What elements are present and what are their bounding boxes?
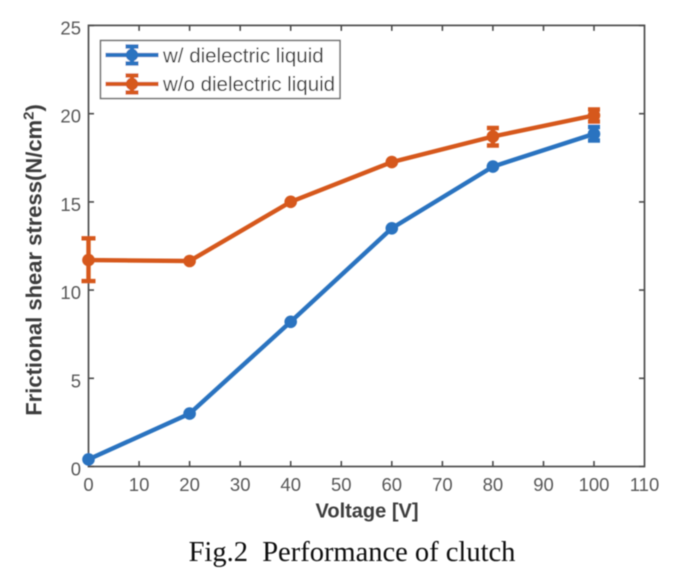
svg-text:20: 20 [60,106,81,127]
svg-text:100: 100 [579,474,610,495]
svg-text:10: 10 [129,474,150,495]
svg-text:90: 90 [533,474,554,495]
svg-text:w/ dielectric liquid: w/ dielectric liquid [162,45,324,68]
svg-text:Voltage [V]: Voltage [V] [316,501,419,523]
svg-text:0: 0 [83,474,93,495]
svg-text:50: 50 [331,474,352,495]
svg-text:40: 40 [280,474,301,495]
svg-text:Frictional shear stress(N/cm2): Frictional shear stress(N/cm2) [21,104,47,416]
svg-text:15: 15 [60,194,81,215]
svg-text:5: 5 [71,370,81,391]
svg-text:20: 20 [179,474,200,495]
svg-text:80: 80 [483,474,504,495]
svg-text:70: 70 [432,474,453,495]
svg-text:30: 30 [230,474,251,495]
svg-text:w/o dielectric liquid: w/o dielectric liquid [162,73,335,96]
svg-text:0: 0 [71,459,81,480]
svg-text:110: 110 [630,474,660,495]
svg-text:Fig.2 Performance of clutch: Fig.2 Performance of clutch [189,537,516,568]
svg-text:10: 10 [60,282,81,303]
svg-text:25: 25 [60,17,81,38]
svg-text:60: 60 [382,474,403,495]
